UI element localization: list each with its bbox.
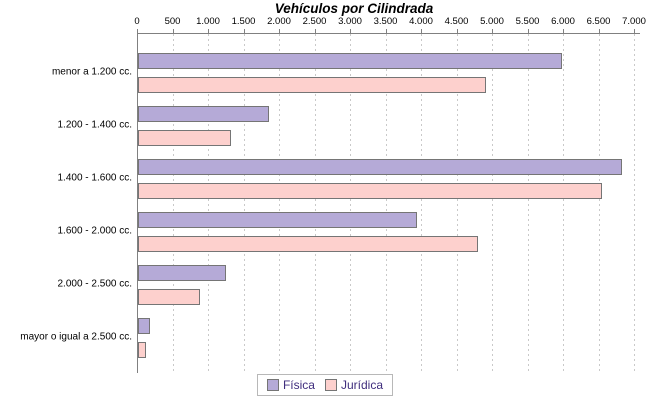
x-axis-tick-mark (243, 29, 245, 33)
category-label: menor a 1.200 cc. (51, 66, 132, 78)
x-axis-tick-mark (634, 29, 635, 33)
x-axis-tick-label: 3.500 (373, 16, 398, 27)
x-axis-tick-label: 5.000 (480, 16, 504, 27)
gridline (314, 34, 316, 372)
x-axis-tick-label: 2.500 (302, 16, 327, 27)
gridline (279, 34, 280, 372)
x-axis-tick-mark (137, 29, 138, 33)
x-axis-tick-mark (421, 29, 422, 33)
bar-fisica (138, 53, 562, 69)
gridline (172, 34, 174, 372)
bar-fisica (138, 264, 226, 281)
category-label: 1.400 - 1.600 cc. (57, 172, 133, 184)
gridline (208, 34, 209, 372)
bar-fisica (138, 105, 270, 122)
x-axis-tick-mark (492, 29, 493, 33)
legend-box: Física Jurídica (256, 374, 394, 396)
legend-item: Física (266, 378, 315, 392)
category-label: 1.200 - 1.400 cc. (57, 119, 133, 131)
x-axis-tick-mark (456, 29, 458, 33)
x-axis-tick-label: 7.000 (622, 16, 646, 27)
gridline (527, 34, 529, 372)
bar-fisica (138, 317, 150, 334)
bar-juridica (138, 182, 602, 199)
gridline (634, 34, 635, 372)
chart-title: Vehículos por Cilindrada (274, 1, 434, 16)
gridline (598, 34, 600, 372)
bar-juridica (138, 129, 231, 146)
x-axis-tick-mark (172, 29, 174, 33)
x-axis-tick-label: 1.000 (196, 16, 220, 27)
x-axis-tick-label: 5.500 (515, 16, 540, 27)
x-axis-tick-label: 6.500 (586, 16, 611, 27)
legend-label: Jurídica (340, 378, 384, 392)
gridline (243, 34, 245, 372)
gridline (456, 34, 458, 372)
gridline (385, 34, 387, 372)
x-axis-tick-label: 4.500 (444, 16, 469, 27)
bar-fisica (138, 211, 417, 228)
bar-juridica (138, 77, 486, 93)
legend-label: Física (282, 378, 315, 392)
x-axis-line (137, 33, 640, 34)
legend-item: Jurídica (324, 378, 384, 392)
bar-juridica (138, 288, 201, 305)
gridline (563, 34, 564, 372)
legend-swatch-juridica (324, 379, 337, 391)
x-axis-tick-mark (350, 29, 351, 33)
legend-swatch-fisica (266, 379, 279, 391)
gridline (492, 34, 493, 372)
category-label: 2.000 - 2.500 cc. (57, 278, 133, 290)
x-axis-tick-mark (314, 29, 316, 33)
x-axis-tick-label: 3.000 (338, 16, 362, 27)
x-axis-tick-label: 6.000 (551, 16, 575, 27)
gridline (421, 34, 422, 372)
x-axis-tick-mark (279, 29, 280, 33)
x-axis-tick-mark (527, 29, 529, 33)
gridline (350, 34, 351, 372)
x-axis-tick-label: 4.000 (409, 16, 433, 27)
x-axis-tick-mark (598, 29, 600, 33)
category-label: mayor o igual a 2.500 cc. (20, 331, 132, 342)
x-axis-tick-label: 1.500 (231, 16, 256, 27)
x-axis-tick-mark (385, 29, 387, 33)
bar-juridica (138, 341, 147, 358)
category-label: 1.600 - 2.000 cc. (57, 225, 133, 237)
x-axis-tick-label: 500 (164, 16, 181, 27)
x-axis-tick-label: 2.000 (267, 16, 291, 27)
x-axis-tick-mark (208, 29, 209, 33)
y-axis-line (137, 33, 138, 373)
x-axis-tick-mark (563, 29, 564, 33)
bar-juridica (138, 235, 478, 252)
bar-fisica (138, 158, 623, 175)
legend: Física Jurídica (0, 374, 650, 396)
x-axis-tick-label: 0 (134, 16, 140, 27)
